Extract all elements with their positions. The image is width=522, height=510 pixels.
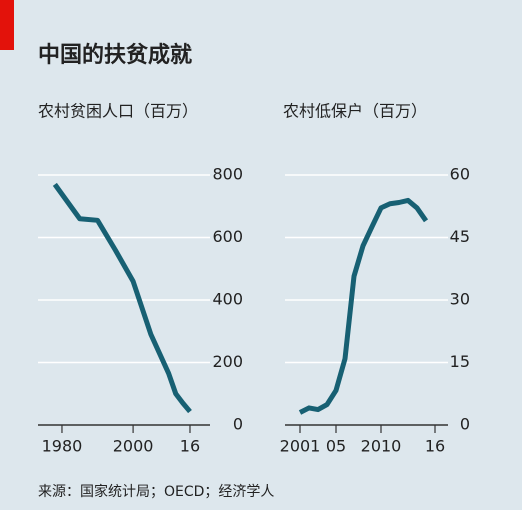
x-tick-label: 2001 [280,437,321,456]
x-tick-label: 1980 [42,437,83,456]
y-tick-label: 0 [460,415,470,434]
y-tick-label: 45 [450,227,470,246]
y-tick-label: 600 [212,227,243,246]
chart-title: 中国的扶贫成就 [38,42,192,68]
brand-bar [0,0,14,50]
y-tick-label: 15 [450,352,470,371]
x-tick-label: 2010 [361,437,402,456]
x-tick-label: 16 [425,437,445,456]
y-tick-label: 30 [450,290,470,309]
y-tick-label: 400 [212,290,243,309]
y-tick-label: 800 [212,165,243,184]
x-tick-label: 05 [326,437,346,456]
data-line [298,197,429,415]
panel-subtitle: 农村贫困人口（百万） [38,102,198,121]
panel-subtitle: 农村低保户（百万） [283,102,427,121]
y-tick-label: 0 [233,415,243,434]
x-tick-label: 2000 [113,437,154,456]
source: 来源：国家统计局；OECD；经济学人 [38,483,274,500]
y-tick-label: 200 [212,352,243,371]
data-line [52,182,192,414]
x-tick-label: 16 [180,437,200,456]
y-tick-label: 60 [450,165,470,184]
